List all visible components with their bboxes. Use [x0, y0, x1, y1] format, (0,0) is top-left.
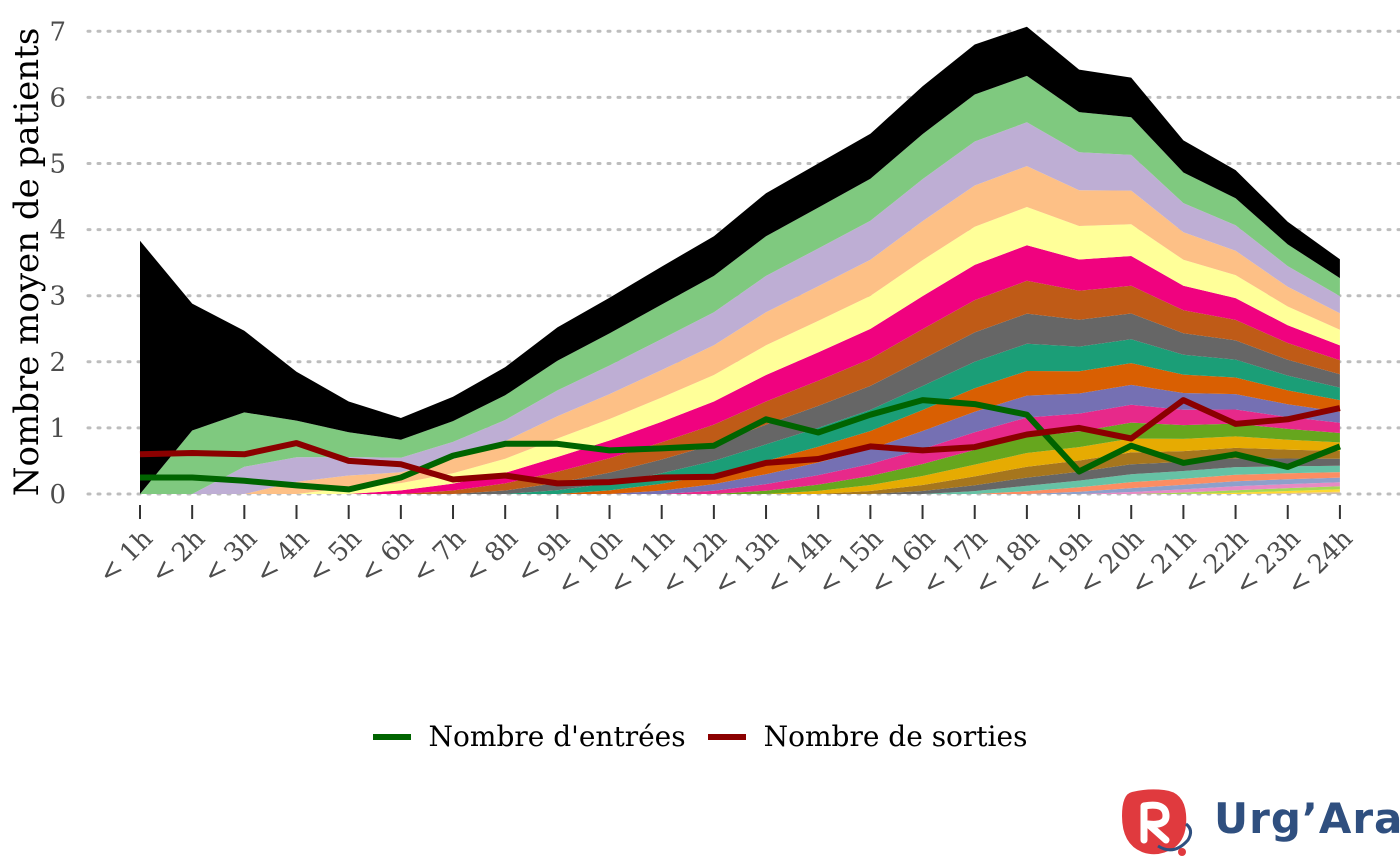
x-tick-label: < 4h	[249, 524, 315, 590]
legend-swatch-entrees	[372, 733, 411, 740]
y-tick-label: 6	[49, 83, 66, 113]
y-tick-label: 4	[49, 216, 66, 246]
series-line-1	[140, 397, 1341, 493]
series-lines	[139, 397, 1341, 493]
x-tick-label: < 8h	[458, 524, 524, 590]
area-layer-23	[140, 75, 1340, 495]
area-layer-21	[140, 166, 1340, 494]
x-tick-label: < 1h	[93, 524, 159, 590]
x-tick-label: < 7h	[406, 524, 472, 590]
area-layer-14	[140, 384, 1340, 494]
y-axis-ticks: 0 1 2 3 4 5 6 7	[49, 17, 66, 510]
legend-item-sorties: Nombre de sorties	[707, 720, 1028, 753]
x-tick-label: < 3h	[197, 524, 263, 590]
y-tick-label: 0	[49, 480, 66, 510]
x-tick-label: < 6h	[354, 524, 420, 590]
logo-text: Urg’Ara	[1214, 794, 1400, 843]
area-layer-16	[140, 339, 1340, 494]
legend-label-sorties: Nombre de sorties	[763, 720, 1028, 753]
y-tick-label: 3	[49, 282, 66, 312]
legend-label-entrees: Nombre d'entrées	[428, 720, 686, 753]
x-tick-label: < 5h	[302, 524, 368, 590]
x-tick-label: < 2h	[145, 524, 211, 590]
area-layer-3	[140, 489, 1340, 494]
area-layer-10	[140, 447, 1340, 494]
area-layer-9	[140, 458, 1340, 494]
y-tick-label: 1	[49, 414, 66, 444]
legend: Nombre d'entrées Nombre de sorties	[0, 720, 1400, 753]
series-line-2	[139, 397, 1341, 487]
logo: Urg’Ara	[1118, 784, 1400, 862]
area-layer-22	[140, 122, 1340, 495]
y-tick-label: 2	[49, 348, 66, 378]
area-layer-8	[140, 465, 1340, 494]
x-axis-ticks: < 1h< 2h< 3h< 4h< 5h< 6h< 7h< 8h< 9h< 10…	[93, 505, 1359, 601]
logo-mark-icon	[1122, 789, 1193, 856]
y-tick-label: 5	[49, 150, 66, 180]
area-layer-12	[140, 422, 1340, 494]
legend-item-entrees: Nombre d'entrées	[372, 720, 686, 753]
y-axis-title: Nombre moyen de patients	[7, 28, 47, 497]
area-layer-11	[140, 436, 1340, 494]
legend-swatch-sorties	[707, 733, 746, 740]
y-tick-label: 7	[49, 17, 66, 47]
